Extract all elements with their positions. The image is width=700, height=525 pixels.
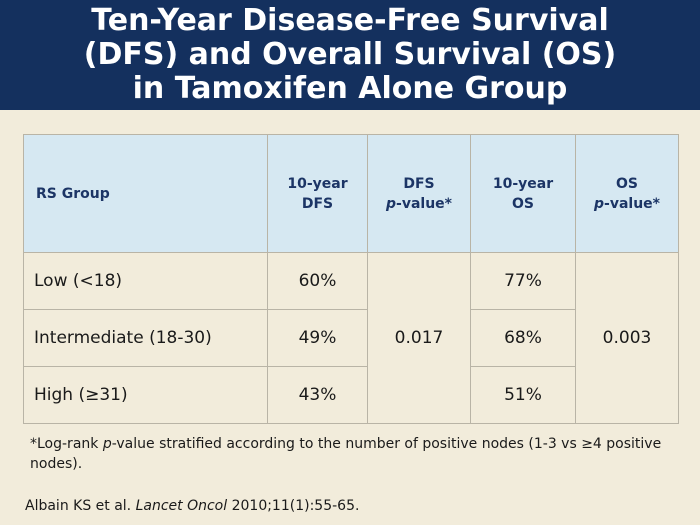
row-high-dfs: 43% (267, 366, 368, 424)
row-low-dfs: 60% (267, 252, 368, 310)
header-10-year-dfs: 10-year DFS (267, 134, 368, 253)
row-low-group: Low (<18) (23, 252, 268, 310)
title-line-2: (DFS) and Overall Survival (OS) (83, 37, 617, 72)
header-dfs-p-value: DFS p-value* (367, 134, 471, 253)
row-intermediate-dfs: 49% (267, 309, 368, 367)
title-line-1: Ten-Year Disease-Free Survival (91, 3, 609, 38)
row-low-os: 77% (470, 252, 576, 310)
row-high-os: 51% (470, 366, 576, 424)
header-rs-group: RS Group (23, 134, 268, 253)
survival-table: RS Group 10-year DFS DFS p-value* 10-year O… (23, 134, 679, 424)
header-os-p-value: OS p-value* (575, 134, 679, 253)
row-intermediate-group: Intermediate (18-30) (23, 309, 268, 367)
title-line-3: in Tamoxifen Alone Group (132, 71, 568, 106)
header-10-year-os: 10-year OS (470, 134, 576, 253)
row-intermediate-os: 68% (470, 309, 576, 367)
os-p-value: 0.003 (575, 252, 679, 424)
table-row: Intermediate (18-30) 49% 68% (23, 309, 679, 367)
title-bar: Ten-Year Disease-Free Survival (DFS) and… (0, 0, 700, 110)
row-high-group: High (≥31) (23, 366, 268, 424)
table-header-row: RS Group 10-year DFS DFS p-value* 10-year O… (23, 134, 679, 253)
citation: Albain KS et al. Lancet Oncol 2010;11(1)… (25, 498, 360, 514)
table-row: Low (<18) 60% 0.017 77% 0.003 (23, 252, 679, 424)
slide-title: Ten-Year Disease-Free Survival (DFS) and… (10, 4, 690, 106)
dfs-p-value: 0.017 (367, 252, 471, 424)
table-row: High (≥31) 43% 51% (23, 366, 679, 424)
footnote: *Log-rank p-value stratified according t… (30, 436, 662, 472)
